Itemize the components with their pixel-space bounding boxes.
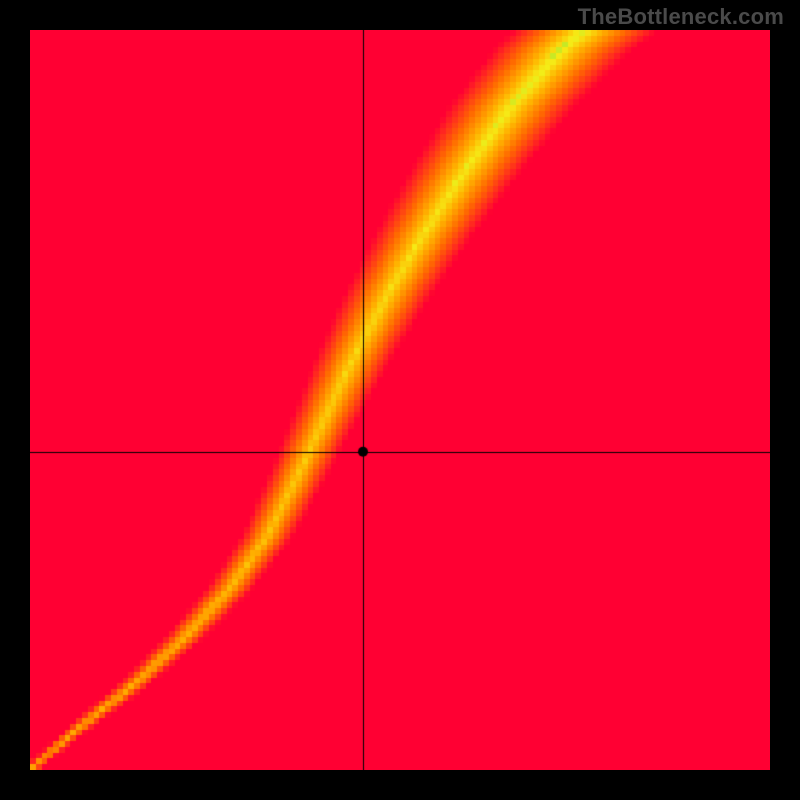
watermark-text: TheBottleneck.com	[578, 4, 784, 30]
bottleneck-heatmap-canvas	[30, 30, 770, 770]
plot-area	[30, 30, 770, 770]
figure-root: TheBottleneck.com	[0, 0, 800, 800]
